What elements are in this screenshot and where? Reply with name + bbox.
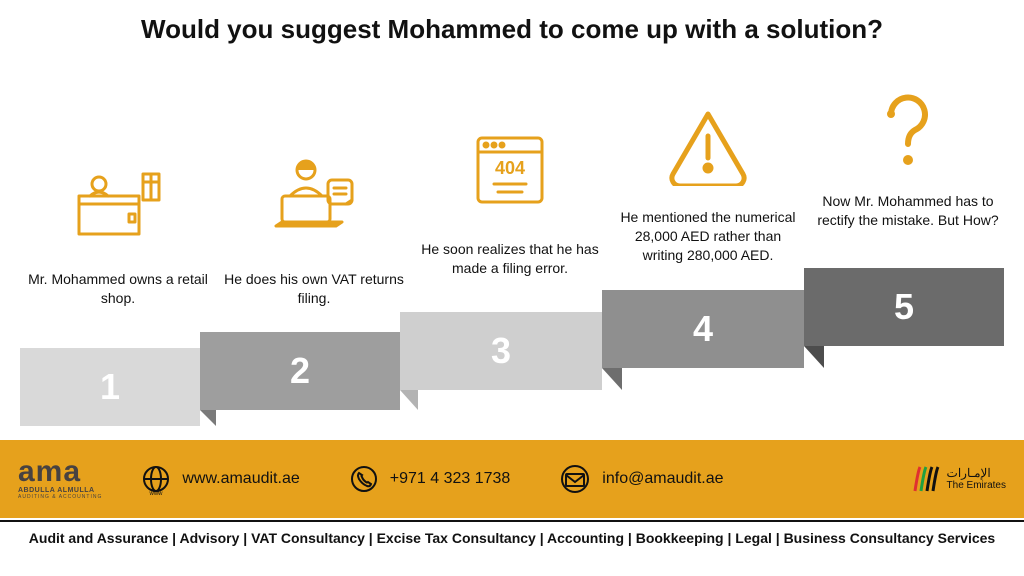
brand-sub1: ABDULLA ALMULLA [18, 487, 95, 494]
emirates-ar: الإمـارات [947, 467, 1006, 480]
email-icon [558, 463, 592, 495]
brand-sub2: AUDITING & ACCOUNTING [18, 494, 102, 500]
email-block: info@amaudit.ae [558, 463, 723, 495]
step-num-4: 4 [693, 308, 713, 350]
step-2-number-box: 2 [200, 332, 400, 410]
step-1-caption: Mr. Mohammed owns a retail shop. [20, 270, 216, 308]
emirates-logo: الإمـارات The Emirates [913, 463, 1006, 495]
steps-container: Mr. Mohammed owns a retail shop. He does… [20, 100, 1004, 420]
emirates-en: The Emirates [947, 480, 1006, 491]
step-3-fold [400, 390, 418, 410]
phone-block: +971 4 323 1738 [348, 463, 511, 495]
step-num-1: 1 [100, 366, 120, 408]
website-text: www.amaudit.ae [182, 470, 299, 488]
step-3-caption: He soon realizes that he has made a fili… [412, 240, 608, 278]
services-line: Audit and Assurance | Advisory | VAT Con… [0, 520, 1024, 554]
website-block: www www.amaudit.ae [140, 463, 299, 495]
brand-main: ama [18, 458, 81, 485]
step-4-number-box: 4 [602, 290, 804, 368]
brand-logo: ama ABDULLA ALMULLA AUDITING & ACCOUNTIN… [18, 458, 102, 500]
step-5-number-box: 5 [804, 268, 1004, 346]
svg-text:404: 404 [495, 158, 525, 178]
svg-text:www: www [149, 491, 164, 495]
step-2-caption: He does his own VAT returns filing. [216, 270, 412, 308]
step-5-fold [804, 346, 824, 368]
shop-icon [20, 160, 216, 246]
globe-icon: www [140, 463, 172, 495]
step-3-number-box: 3 [400, 312, 602, 390]
page-title: Would you suggest Mohammed to come up wi… [0, 14, 1024, 45]
step-2-fold [200, 410, 216, 426]
emirates-mark-icon [913, 463, 941, 495]
infographic-page: Would you suggest Mohammed to come up wi… [0, 0, 1024, 576]
step-num-2: 2 [290, 350, 310, 392]
warning-icon [610, 100, 806, 186]
step-1-number-box: 1 [20, 348, 200, 426]
laptop-icon [216, 154, 412, 240]
step-4-fold [602, 368, 622, 390]
step-5-caption: Now Mr. Mohammed has to rectify the mist… [810, 192, 1006, 230]
phone-text: +971 4 323 1738 [390, 470, 511, 488]
step-4-caption: He mentioned the numerical 28,000 AED ra… [610, 208, 806, 265]
question-icon [810, 86, 1006, 172]
email-text: info@amaudit.ae [602, 470, 723, 488]
footer-band: ama ABDULLA ALMULLA AUDITING & ACCOUNTIN… [0, 440, 1024, 518]
whatsapp-icon [348, 463, 380, 495]
error-404-icon: 404 [412, 124, 608, 210]
step-num-3: 3 [491, 330, 511, 372]
step-num-5: 5 [894, 286, 914, 328]
